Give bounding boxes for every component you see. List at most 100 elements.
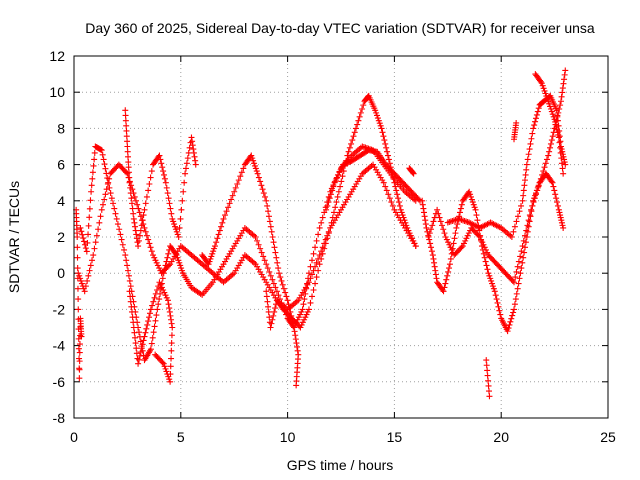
data-point bbox=[128, 195, 135, 202]
data-point bbox=[406, 230, 413, 237]
data-point bbox=[336, 169, 343, 176]
data-point bbox=[123, 122, 130, 129]
data-point bbox=[153, 352, 160, 359]
data-point bbox=[560, 170, 567, 177]
data-point bbox=[159, 164, 166, 171]
data-point bbox=[147, 174, 154, 181]
data-point bbox=[79, 231, 86, 238]
data-point bbox=[191, 153, 198, 160]
data-point bbox=[315, 231, 322, 238]
data-point bbox=[480, 250, 487, 257]
data-point bbox=[102, 165, 109, 172]
data-point bbox=[140, 221, 147, 228]
data-point bbox=[439, 222, 446, 229]
data-point bbox=[91, 156, 98, 163]
data-point bbox=[86, 214, 93, 221]
data-point bbox=[422, 217, 429, 224]
data-point bbox=[162, 179, 169, 186]
data-point bbox=[83, 248, 90, 255]
data-point bbox=[377, 122, 384, 129]
data-point bbox=[265, 213, 272, 220]
data-point bbox=[168, 320, 175, 327]
data-point bbox=[299, 306, 306, 313]
data-point bbox=[252, 234, 259, 240]
data-point bbox=[88, 188, 95, 195]
data-point bbox=[443, 236, 450, 243]
data-point bbox=[181, 179, 188, 186]
data-point bbox=[161, 363, 168, 370]
series-track-7 bbox=[323, 147, 424, 213]
data-point bbox=[78, 277, 85, 284]
data-point bbox=[325, 199, 332, 206]
data-point bbox=[490, 285, 497, 292]
data-point bbox=[482, 258, 489, 265]
data-point bbox=[312, 263, 319, 270]
data-point bbox=[165, 301, 172, 308]
data-point bbox=[126, 288, 133, 295]
data-point bbox=[520, 187, 527, 194]
data-point bbox=[322, 240, 329, 247]
data-point bbox=[260, 190, 267, 197]
data-point bbox=[520, 192, 527, 199]
data-point bbox=[516, 208, 523, 215]
data-point bbox=[154, 262, 161, 269]
data-point bbox=[542, 160, 549, 167]
data-point bbox=[471, 204, 478, 211]
data-point bbox=[135, 360, 142, 367]
data-point bbox=[384, 148, 391, 155]
data-point bbox=[76, 341, 83, 348]
data-point bbox=[142, 228, 149, 235]
data-point bbox=[546, 148, 553, 155]
data-point bbox=[558, 219, 565, 226]
data-point bbox=[450, 240, 457, 247]
x-tick-label: 0 bbox=[70, 429, 78, 445]
data-point bbox=[74, 285, 81, 292]
data-point bbox=[254, 237, 261, 244]
data-point bbox=[89, 257, 96, 264]
data-point bbox=[550, 113, 557, 120]
series-track-4 bbox=[126, 279, 176, 385]
data-point bbox=[350, 133, 357, 140]
data-point bbox=[513, 268, 520, 275]
data-point bbox=[145, 187, 152, 194]
data-point bbox=[312, 280, 319, 287]
data-point bbox=[540, 85, 547, 92]
data-point bbox=[345, 148, 352, 155]
data-point bbox=[479, 239, 486, 246]
data-point bbox=[99, 151, 106, 158]
data-point bbox=[172, 223, 179, 230]
data-point bbox=[180, 188, 187, 195]
data-point bbox=[386, 160, 393, 167]
data-point bbox=[146, 310, 153, 317]
data-point bbox=[380, 133, 387, 140]
data-point bbox=[74, 265, 81, 272]
data-point bbox=[453, 224, 460, 231]
data-point bbox=[257, 245, 264, 252]
data-point bbox=[211, 245, 218, 252]
data-point bbox=[528, 206, 535, 213]
data-point bbox=[491, 288, 498, 295]
data-point bbox=[266, 268, 273, 275]
data-point bbox=[476, 227, 483, 234]
data-point bbox=[488, 277, 495, 284]
data-point bbox=[74, 254, 81, 261]
data-point bbox=[163, 294, 170, 301]
data-point bbox=[80, 235, 87, 242]
data-point bbox=[76, 375, 83, 382]
data-point bbox=[397, 206, 404, 213]
data-point bbox=[485, 382, 492, 389]
data-point bbox=[179, 197, 186, 204]
data-point bbox=[215, 231, 222, 238]
data-point bbox=[557, 144, 564, 151]
data-point bbox=[278, 277, 285, 284]
data-point bbox=[155, 301, 162, 308]
data-point bbox=[337, 166, 344, 173]
data-point bbox=[421, 213, 428, 220]
data-point bbox=[222, 212, 229, 219]
data-point bbox=[412, 243, 419, 250]
data-point bbox=[139, 341, 146, 348]
data-point bbox=[551, 116, 558, 123]
data-point bbox=[173, 228, 180, 235]
data-point bbox=[338, 178, 345, 185]
data-point bbox=[402, 219, 409, 226]
